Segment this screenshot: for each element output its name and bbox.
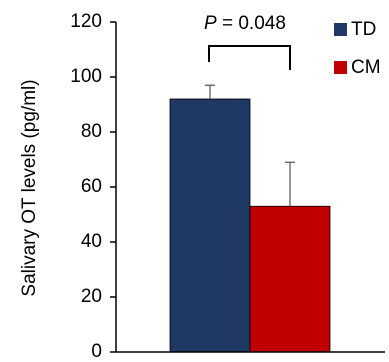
y-tick-label: 60 xyxy=(81,176,102,197)
y-tick-label: 80 xyxy=(81,121,102,142)
error-bar xyxy=(205,84,215,99)
annotation-italic: P xyxy=(204,13,217,34)
y-tick-label: 100 xyxy=(70,66,102,87)
bar xyxy=(249,205,331,353)
annotation: P = 0.048 xyxy=(204,13,286,34)
y-tick-label: 20 xyxy=(81,286,102,307)
significance-bracket xyxy=(208,45,291,70)
error-bar xyxy=(285,161,295,207)
y-tick-label: 40 xyxy=(81,231,102,252)
legend-swatch xyxy=(334,23,347,36)
legend-label: CM xyxy=(351,57,381,78)
y-tick-label: 0 xyxy=(91,341,102,362)
bar xyxy=(169,98,251,353)
y-axis-label: Salivary OT levels (pg/ml) xyxy=(19,79,40,296)
legend-label: TD xyxy=(351,19,376,40)
legend-swatch xyxy=(334,61,347,74)
annotation-text: = 0.048 xyxy=(222,13,286,34)
y-tick-label: 120 xyxy=(70,11,102,32)
